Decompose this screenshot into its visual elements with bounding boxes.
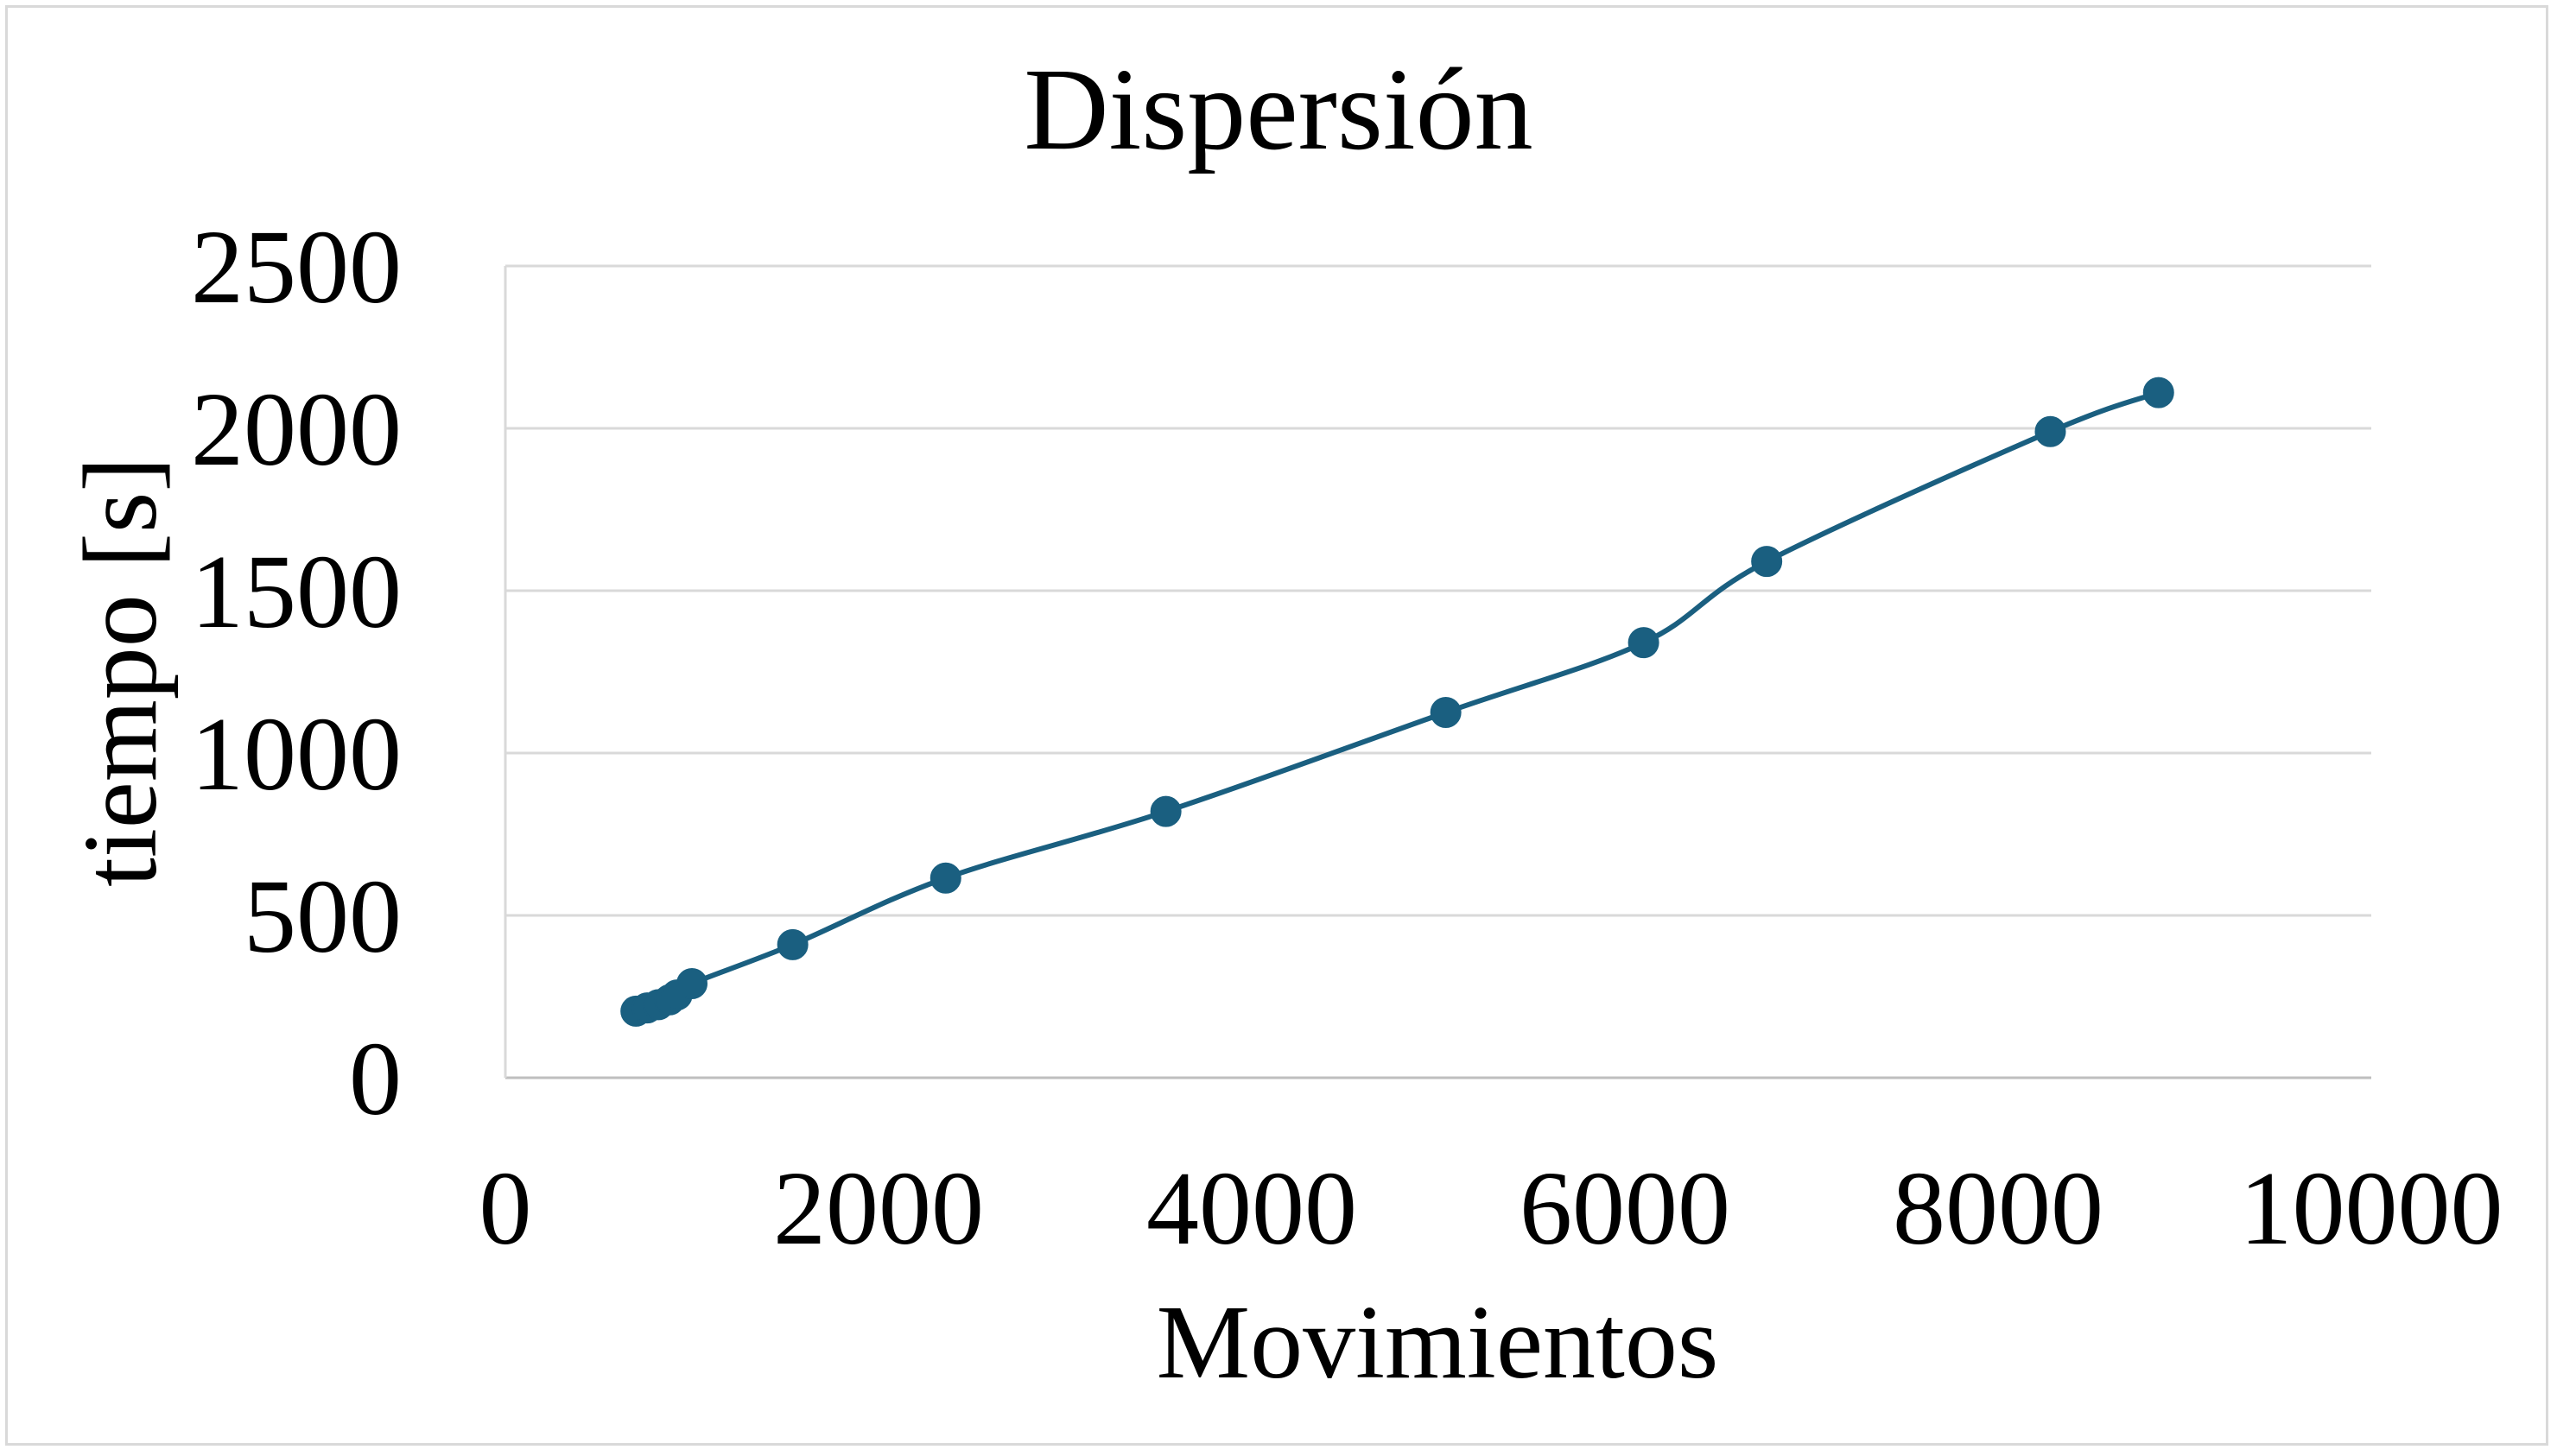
- points-layer: [620, 377, 2174, 1027]
- data-point: [2142, 377, 2174, 408]
- y-tick-label: 0: [349, 1021, 402, 1137]
- chart-frame: [5, 5, 2548, 1446]
- series-line: [635, 389, 2160, 1014]
- y-tick-label: 500: [244, 858, 402, 975]
- x-tick-label: 6000: [1520, 1150, 1730, 1267]
- x-tick-label: 10000: [2240, 1150, 2503, 1267]
- grid-layer: [505, 264, 2371, 1079]
- x-tick-label: 2000: [773, 1150, 984, 1267]
- data-point: [777, 928, 809, 960]
- y-tick-label: 2500: [191, 209, 402, 326]
- x-tick-label: 0: [479, 1150, 532, 1267]
- chart-title: Dispersión: [1024, 45, 1532, 174]
- y-tick-labels: 0 500 1000 1500 2000 2500: [191, 209, 402, 1137]
- x-tick-label: 4000: [1146, 1150, 1357, 1267]
- y-tick-label: 1500: [191, 534, 402, 650]
- data-point: [676, 967, 707, 999]
- y-tick-label: 2000: [191, 371, 402, 488]
- data-point: [1751, 546, 1783, 578]
- data-point: [1627, 627, 1659, 659]
- data-point: [930, 862, 961, 894]
- x-tick-labels: 0 2000 4000 6000 8000 10000: [479, 1150, 2503, 1267]
- data-point: [1430, 697, 1462, 728]
- data-point: [2034, 415, 2066, 447]
- y-axis-label: tiempo [s]: [62, 457, 179, 887]
- x-tick-label: 8000: [1893, 1150, 2103, 1267]
- y-tick-label: 1000: [191, 696, 402, 813]
- x-axis-label: Movimientos: [1157, 1284, 1719, 1401]
- data-point: [1150, 795, 1182, 827]
